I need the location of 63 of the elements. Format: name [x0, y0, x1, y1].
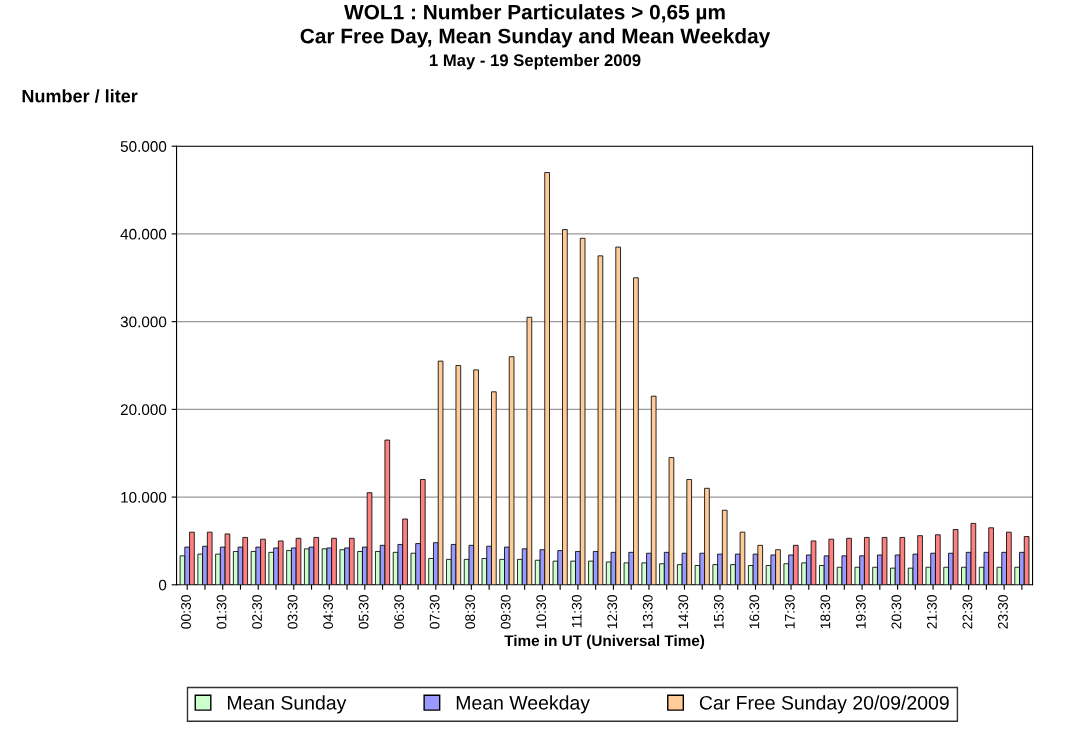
x-tick-label: 03:30 [287, 595, 298, 629]
x-tick-label: 15:30 [713, 595, 724, 629]
bar [810, 540, 817, 585]
bar [650, 395, 657, 585]
y-tick-label: 10.000 [121, 491, 167, 503]
x-tick-label: 02:30 [252, 595, 262, 629]
x-tick-label: 17:30 [784, 595, 795, 629]
bar [828, 538, 835, 585]
x-tick-label: 20:30 [891, 595, 902, 629]
x-axis-title: Time in UT (Universal Time) [504, 634, 705, 650]
x-tick-label: 08:30 [465, 595, 476, 629]
bar [384, 439, 391, 585]
bar [455, 365, 462, 585]
bar [739, 531, 746, 585]
bar [206, 531, 213, 585]
x-tick-label: 19:30 [855, 595, 866, 629]
bar [508, 356, 515, 585]
x-tick-label: 16:30 [749, 595, 760, 629]
x-tick-label: 21:30 [926, 595, 937, 629]
x-tick-label: 01:30 [216, 595, 227, 629]
x-tick-label: 11:30 [571, 595, 582, 628]
bar [668, 457, 675, 585]
x-tick-label: 12:30 [607, 595, 618, 629]
legend-label: Mean Weekday [456, 695, 590, 714]
bar [579, 237, 586, 585]
y-tick-label: 0 [158, 579, 167, 591]
bar [313, 537, 320, 585]
x-tick-label: 23:30 [998, 595, 1008, 629]
bar [366, 492, 373, 585]
bar [970, 522, 977, 585]
bar [277, 540, 284, 585]
y-axis-title: Number / liter [22, 89, 138, 103]
y-tick-label: 40.000 [120, 228, 167, 240]
x-tick-label: 14:30 [678, 595, 689, 629]
bar [952, 529, 959, 585]
x-tick-label: 07:30 [429, 595, 440, 629]
x-tick-label: 18:30 [820, 595, 831, 629]
x-tick-label: 00:30 [181, 595, 191, 629]
y-tick-label: 30.000 [120, 316, 167, 328]
x-tick-label: 10:30 [536, 595, 547, 629]
bar [899, 537, 906, 585]
legend-label: Mean Sunday [227, 695, 347, 714]
x-tick-label: 13:30 [642, 595, 653, 629]
y-tick-label: 20.000 [120, 404, 167, 416]
bar [224, 533, 231, 585]
bar [721, 509, 728, 585]
chart-title: WOL1 : Number Particulates > 0,65 µm Car Free Day, Mean Sunday and Mean Weekday [300, 4, 771, 48]
y-tick-label: 50.000 [120, 141, 167, 152]
x-tick-label: 09:30 [500, 595, 511, 629]
bar [597, 255, 604, 585]
bar [348, 537, 355, 585]
x-tick-label: 22:30 [962, 595, 973, 629]
bar [295, 537, 302, 585]
bar [881, 537, 888, 585]
bar [526, 316, 533, 585]
chart-subtitle: 1 May - 19 September 2009 [429, 53, 641, 70]
x-tick-label: 06:30 [394, 595, 405, 629]
legend-label: Car Free Sunday 20/09/2009 [699, 695, 949, 714]
x-tick-label: 05:30 [358, 595, 369, 629]
bar [792, 544, 799, 585]
x-tick-label: 04:30 [323, 595, 334, 629]
bar [1023, 536, 1030, 585]
bar [437, 360, 444, 585]
